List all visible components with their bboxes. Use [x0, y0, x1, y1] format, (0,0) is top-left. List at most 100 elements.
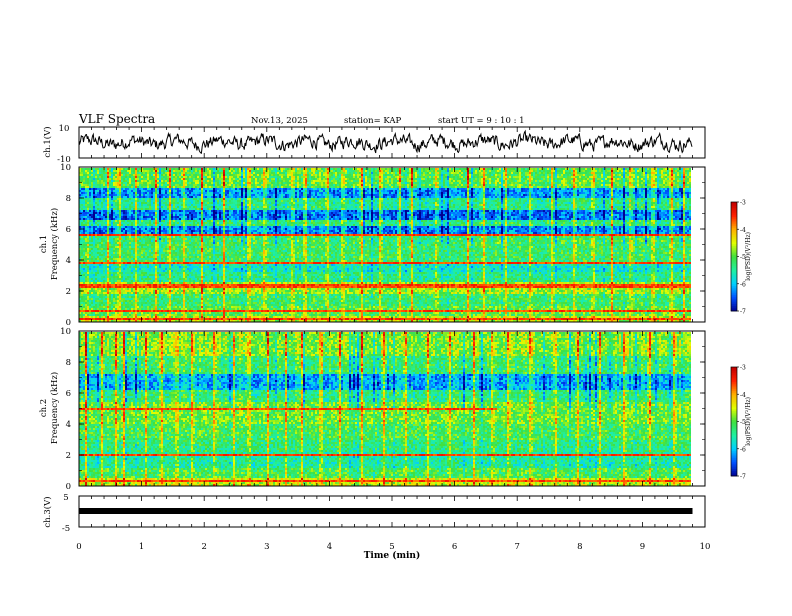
- spectrogram-cell: [165, 320, 167, 322]
- spectrogram-cell: [205, 306, 207, 308]
- spectrogram-cell: [123, 178, 125, 180]
- spectrogram-cell: [97, 266, 99, 268]
- spectrogram-cell: [153, 262, 155, 264]
- spectrogram-cell: [161, 212, 163, 214]
- spectrogram-cell: [171, 276, 173, 278]
- spectrogram-cell: [103, 184, 105, 186]
- spectrogram-cell: [145, 296, 147, 298]
- spectrogram-cell: [105, 282, 107, 284]
- spectrogram-cell: [103, 292, 105, 294]
- spectrogram-cell: [143, 280, 145, 282]
- spectrogram-cell: [189, 280, 191, 282]
- spectrogram-cell: [199, 256, 201, 258]
- spectrogram-cell: [121, 252, 123, 254]
- spectrogram-cell: [197, 308, 199, 310]
- spectrogram-cell: [93, 226, 95, 228]
- spectrogram-cell: [79, 226, 81, 228]
- spectrogram-cell: [207, 304, 209, 306]
- spectrogram-cell: [135, 232, 137, 234]
- spectrogram-cell: [127, 192, 129, 194]
- spectrogram-cell: [205, 182, 207, 184]
- spectrogram-cell: [203, 190, 205, 192]
- spectrogram-cell: [165, 260, 167, 262]
- spectrogram-cell: [187, 296, 189, 298]
- spectrogram-cell: [97, 300, 99, 302]
- spectrogram-cell: [165, 188, 167, 190]
- spectrogram-cell: [139, 198, 141, 200]
- spectrogram-cell: [137, 266, 139, 268]
- spectrogram-cell: [81, 216, 83, 218]
- spectrogram-cell: [169, 210, 171, 212]
- spectrogram-cell: [155, 190, 157, 192]
- spectrogram-cell: [153, 184, 155, 186]
- spectrogram-cell: [185, 170, 187, 172]
- spectrogram-cell: [179, 198, 181, 200]
- spectrogram-cell: [205, 200, 207, 202]
- spectrogram-cell: [139, 204, 141, 206]
- spectrogram-cell: [159, 298, 161, 300]
- spectrogram-cell: [113, 244, 115, 246]
- spectrogram-cell: [183, 194, 185, 196]
- spectrogram-cell: [131, 282, 133, 284]
- spectrogram-cell: [135, 228, 137, 230]
- spectrogram-cell: [173, 208, 175, 210]
- spectrogram-cell: [85, 278, 87, 280]
- spectrogram-cell: [105, 258, 107, 260]
- spectrogram-cell: [101, 220, 103, 222]
- spectrogram-cell: [203, 252, 205, 254]
- spectrogram-cell: [127, 288, 129, 290]
- spectrogram-cell: [195, 308, 197, 310]
- spectrogram-cell: [157, 212, 159, 214]
- spectrogram-cell: [107, 214, 109, 216]
- spectrogram-cell: [157, 294, 159, 296]
- spectrogram-cell: [153, 290, 155, 292]
- spectrogram-cell: [195, 278, 197, 280]
- spectrogram-cell: [143, 310, 145, 312]
- spectrogram-cell: [205, 190, 207, 192]
- spectrogram-cell: [95, 266, 97, 268]
- spectrogram-cell: [197, 302, 199, 304]
- spectrogram-cell: [149, 200, 151, 202]
- spectrogram-cell: [117, 274, 119, 276]
- spectrogram-cell: [139, 246, 141, 248]
- spectrogram-cell: [125, 306, 127, 308]
- spectrogram-cell: [97, 186, 99, 188]
- spectrogram-cell: [97, 244, 99, 246]
- spectrogram-cell: [129, 232, 131, 234]
- spectrogram-cell: [203, 202, 205, 204]
- spectrogram-cell: [167, 254, 169, 256]
- spectrogram-cell: [151, 292, 153, 294]
- spectrogram-cell: [79, 304, 81, 306]
- spectrogram-cell: [103, 256, 105, 258]
- spectrogram-cell: [137, 210, 139, 212]
- spectrogram-cell: [127, 170, 129, 172]
- spectrogram-cell: [113, 174, 115, 176]
- spectrogram-cell: [135, 270, 137, 272]
- spectrogram-cell: [205, 178, 207, 180]
- spectrogram-cell: [121, 276, 123, 278]
- spectrogram-cell: [113, 210, 115, 212]
- spectrogram-cell: [159, 246, 161, 248]
- spectrogram-cell: [185, 288, 187, 290]
- spectrogram-cell: [201, 294, 203, 296]
- spectrogram-cell: [157, 178, 159, 180]
- spectrogram-cell: [139, 248, 141, 250]
- spectrogram-cell: [119, 296, 121, 298]
- spectrogram-cell: [139, 266, 141, 268]
- spectrogram-cell: [187, 224, 189, 226]
- spectrogram-cell: [187, 316, 189, 318]
- spectrogram-cell: [179, 190, 181, 192]
- spectrogram-cell: [113, 276, 115, 278]
- spectrogram-cell: [155, 288, 157, 290]
- spectrogram-cell: [129, 312, 131, 314]
- spectrogram-cell: [201, 208, 203, 210]
- spectrogram-cell: [205, 272, 207, 274]
- spectrogram-cell: [197, 246, 199, 248]
- spectrogram-cell: [199, 292, 201, 294]
- spectrogram-cell: [117, 254, 119, 256]
- spectrogram-cell: [203, 270, 205, 272]
- spectrogram-cell: [93, 292, 95, 294]
- spectrogram-cell: [129, 294, 131, 296]
- spectrogram-cell: [199, 260, 201, 262]
- spectrogram-cell: [97, 214, 99, 216]
